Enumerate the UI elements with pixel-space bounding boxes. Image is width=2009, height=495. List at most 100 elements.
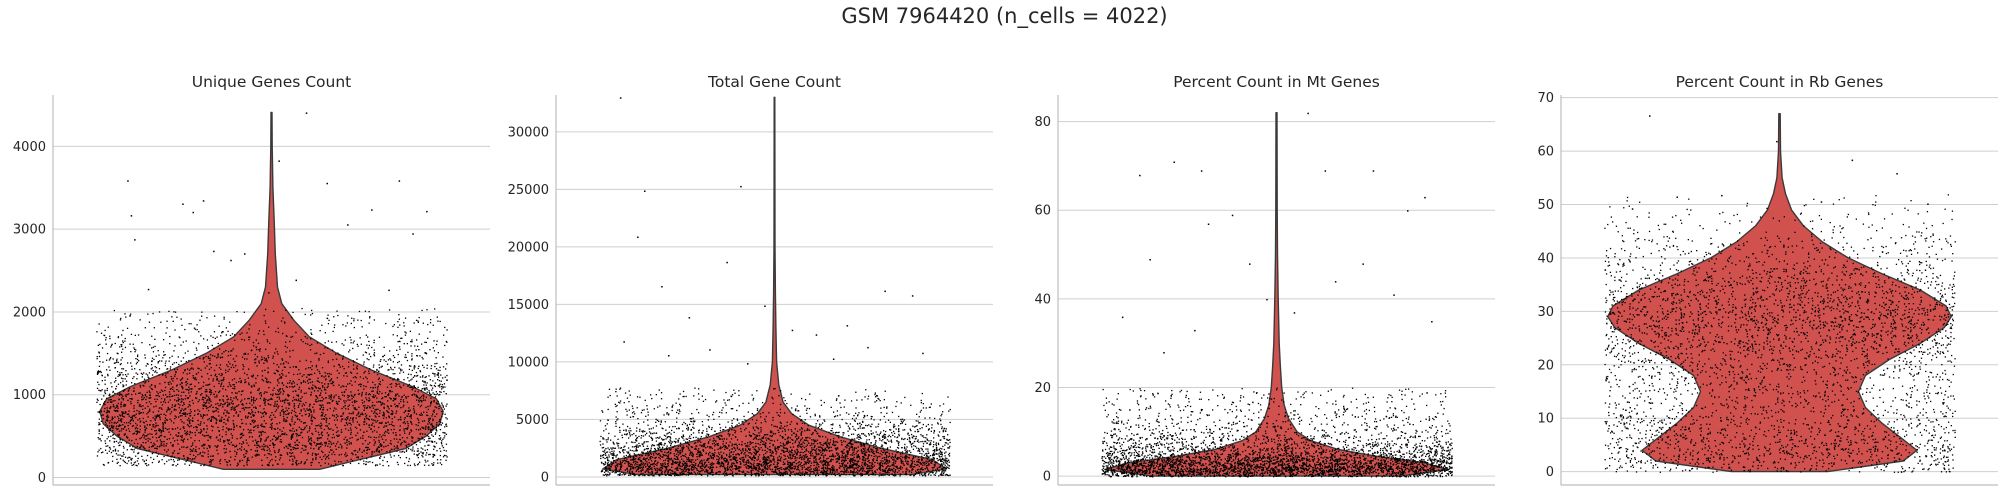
data-point	[261, 464, 263, 466]
data-point	[439, 418, 441, 421]
data-point	[335, 353, 337, 355]
data-point	[234, 334, 236, 336]
data-point	[439, 447, 441, 450]
data-point	[653, 450, 655, 453]
data-point	[208, 368, 211, 370]
data-point	[275, 330, 277, 333]
data-point	[707, 475, 709, 477]
data-point	[364, 407, 366, 409]
data-point	[289, 443, 291, 445]
data-point	[289, 430, 291, 432]
data-point	[431, 463, 433, 465]
data-point	[363, 409, 365, 411]
data-point	[290, 425, 292, 427]
data-point	[127, 437, 129, 439]
data-point	[728, 466, 730, 469]
data-point	[434, 373, 436, 375]
data-point	[338, 446, 340, 448]
data-point	[169, 388, 172, 390]
data-point	[109, 335, 111, 337]
data-point	[736, 439, 739, 441]
data-point	[143, 447, 145, 449]
data-point	[900, 465, 902, 467]
data-point	[399, 385, 401, 388]
data-point	[98, 422, 100, 424]
data-point	[341, 415, 343, 417]
data-point	[194, 410, 196, 412]
data-point	[332, 359, 334, 361]
data-point	[105, 337, 107, 339]
data-point	[242, 429, 245, 431]
data-point	[390, 368, 392, 370]
data-point	[166, 396, 168, 398]
data-point	[927, 469, 929, 471]
data-point	[797, 465, 799, 467]
data-point	[203, 396, 205, 399]
data-point	[650, 453, 652, 455]
data-point	[619, 402, 621, 404]
data-point	[770, 450, 772, 452]
data-point	[421, 309, 423, 312]
data-point	[163, 401, 165, 403]
data-point	[337, 314, 339, 317]
data-point	[373, 353, 375, 356]
data-point	[388, 309, 391, 311]
data-point	[289, 386, 291, 388]
data-point	[114, 392, 116, 395]
data-point	[442, 387, 444, 389]
data-point	[421, 454, 423, 457]
data-point	[868, 465, 871, 467]
data-point	[96, 398, 98, 400]
data-point	[214, 337, 216, 340]
data-point	[630, 430, 632, 432]
data-point	[112, 405, 114, 408]
data-point	[363, 401, 365, 403]
data-point	[271, 428, 273, 430]
data-point	[419, 438, 421, 440]
data-point	[323, 428, 326, 431]
data-point	[741, 421, 743, 423]
data-point	[274, 405, 276, 407]
data-point	[790, 429, 792, 431]
data-point	[285, 341, 287, 343]
data-point	[98, 429, 100, 431]
data-point	[280, 377, 282, 379]
data-point	[402, 422, 404, 424]
data-point	[707, 419, 709, 421]
data-point	[382, 464, 384, 467]
data-point	[210, 389, 212, 392]
data-point	[158, 311, 161, 313]
data-point	[129, 315, 131, 317]
data-point	[327, 314, 329, 316]
data-point	[222, 404, 224, 406]
data-point	[227, 385, 229, 388]
data-point	[817, 454, 819, 456]
data-point	[97, 451, 99, 453]
data-point	[310, 462, 312, 464]
data-point	[106, 452, 108, 454]
data-point	[437, 372, 440, 374]
data-point	[283, 420, 285, 422]
data-point	[857, 441, 859, 443]
data-point	[160, 435, 162, 437]
data-point	[359, 376, 361, 378]
data-point	[896, 458, 898, 460]
data-point	[353, 394, 356, 396]
data-point	[399, 429, 401, 431]
data-point	[423, 427, 425, 429]
data-point	[814, 456, 816, 458]
data-point	[373, 451, 375, 453]
data-point	[174, 373, 176, 376]
data-point	[758, 466, 760, 468]
data-point	[860, 467, 862, 469]
data-point	[294, 390, 297, 392]
data-point	[287, 394, 289, 396]
data-point	[323, 442, 326, 444]
data-point	[780, 456, 782, 458]
data-point	[120, 344, 122, 346]
data-point	[112, 417, 114, 420]
data-point	[125, 316, 127, 318]
data-point	[177, 403, 179, 405]
data-point	[368, 397, 370, 399]
data-point	[136, 373, 139, 375]
